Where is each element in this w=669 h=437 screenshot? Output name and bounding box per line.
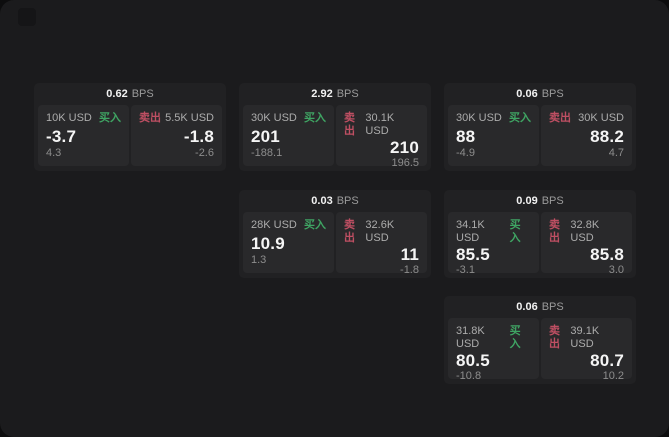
sell-quote-tile[interactable]: 卖出 5.5K USD -1.8 -2.6 (131, 105, 222, 166)
sell-price: 11 (400, 245, 419, 264)
buy-price: 10.9 (251, 233, 285, 253)
buy-price: 85.5 (456, 245, 490, 264)
sell-amount: 32.8K USD (570, 219, 600, 244)
sell-price: 85.8 (590, 245, 624, 264)
buy-amount: 30K USD (251, 112, 297, 124)
quote-body: 30K USD 买入 88 -4.9 卖出 30K USD 88.2 4.7 (444, 105, 636, 171)
bps-header: 0.06 BPS (444, 296, 636, 318)
bps-value: 0.09 (516, 195, 538, 207)
sell-price: 210 (390, 138, 419, 157)
sell-side-label: 卖出 (344, 112, 355, 137)
bps-unit-label: BPS (541, 301, 564, 313)
buy-price: 80.5 (456, 351, 490, 370)
buy-quote-tile[interactable]: 10K USD 买入 -3.7 4.3 (38, 105, 129, 166)
quote-body: 31.8K USD 买入 80.5 -10.8 卖出 39.1K USD 80.… (444, 318, 636, 384)
quote-card: 0.09 BPS 34.1K USD 买入 85.5 -3.1 卖出 32.8K… (444, 190, 636, 278)
sell-side-label: 卖出 (139, 112, 161, 124)
bps-unit-label: BPS (541, 195, 564, 207)
bps-value: 0.06 (516, 88, 538, 100)
buy-side-label: 买入 (509, 325, 521, 350)
quote-card: 0.03 BPS 28K USD 买入 10.9 1.3 卖出 32.6K US… (239, 190, 431, 278)
quote-card: 2.92 BPS 30K USD 买入 201 -188.1 卖出 30.1K … (239, 83, 431, 171)
sell-price: 88.2 (590, 126, 624, 146)
buy-side-label: 买入 (509, 219, 521, 244)
buy-side-label: 买入 (509, 112, 531, 124)
bps-header: 0.09 BPS (444, 190, 636, 212)
sell-side-label: 卖出 (549, 219, 560, 244)
bps-header: 0.03 BPS (239, 190, 431, 212)
sell-side-label: 卖出 (344, 219, 355, 244)
bps-unit-label: BPS (336, 195, 359, 207)
buy-amount: 34.1K USD (456, 219, 485, 244)
buy-price: 88 (456, 126, 476, 146)
buy-price: 201 (251, 126, 280, 146)
sell-amount: 39.1K USD (570, 325, 600, 350)
sell-amount: 5.5K USD (165, 112, 214, 124)
buy-delta: -10.8 (456, 370, 482, 382)
buy-amount: 30K USD (456, 112, 502, 124)
quote-body: 30K USD 买入 201 -188.1 卖出 30.1K USD 210 1… (239, 105, 431, 171)
buy-delta: 4.3 (46, 147, 62, 159)
sell-delta: 196.5 (391, 157, 419, 169)
buy-side-label: 买入 (304, 112, 326, 124)
sell-price: 80.7 (590, 351, 624, 370)
sell-amount: 32.6K USD (365, 219, 395, 244)
quote-card: 0.62 BPS 10K USD 买入 -3.7 4.3 卖出 5.5K USD… (34, 83, 226, 171)
sell-side-label: 卖出 (549, 325, 560, 350)
bps-unit-label: BPS (541, 88, 564, 100)
bps-value: 0.62 (106, 88, 128, 100)
buy-quote-tile[interactable]: 31.8K USD 买入 80.5 -10.8 (448, 318, 539, 382)
sell-delta: 4.7 (608, 147, 624, 159)
quote-body: 10K USD 买入 -3.7 4.3 卖出 5.5K USD -1.8 -2.… (34, 105, 226, 171)
sell-side-label: 卖出 (549, 112, 571, 124)
sell-amount: 30K USD (578, 112, 624, 124)
buy-quote-tile[interactable]: 28K USD 买入 10.9 1.3 (243, 212, 334, 273)
quote-card: 0.06 BPS 31.8K USD 买入 80.5 -10.8 卖出 39.1… (444, 296, 636, 384)
bps-value: 0.03 (311, 195, 333, 207)
buy-quote-tile[interactable]: 30K USD 买入 88 -4.9 (448, 105, 539, 166)
sell-quote-tile[interactable]: 卖出 32.8K USD 85.8 3.0 (541, 212, 632, 276)
sell-delta: 3.0 (608, 264, 624, 276)
bps-header: 0.62 BPS (34, 83, 226, 105)
sell-delta: -2.6 (195, 147, 214, 159)
bps-header: 2.92 BPS (239, 83, 431, 105)
buy-delta: -3.1 (456, 264, 475, 276)
sell-delta: 10.2 (602, 370, 624, 382)
buy-amount: 28K USD (251, 219, 297, 231)
sell-quote-tile[interactable]: 卖出 30K USD 88.2 4.7 (541, 105, 632, 166)
sell-quote-tile[interactable]: 卖出 32.6K USD 11 -1.8 (336, 212, 427, 276)
bps-value: 0.06 (516, 301, 538, 313)
buy-quote-tile[interactable]: 34.1K USD 买入 85.5 -3.1 (448, 212, 539, 276)
sell-delta: -1.8 (400, 264, 419, 276)
sell-quote-tile[interactable]: 卖出 30.1K USD 210 196.5 (336, 105, 427, 169)
app-logo-icon[interactable] (18, 8, 36, 26)
buy-delta: -4.9 (456, 147, 475, 159)
buy-amount: 31.8K USD (456, 325, 485, 350)
buy-amount: 10K USD (46, 112, 92, 124)
quote-body: 34.1K USD 买入 85.5 -3.1 卖出 32.8K USD 85.8… (444, 212, 636, 278)
buy-delta: -188.1 (251, 147, 283, 159)
bps-value: 2.92 (311, 88, 333, 100)
quote-body: 28K USD 买入 10.9 1.3 卖出 32.6K USD 11 -1.8 (239, 212, 431, 278)
bps-header: 0.06 BPS (444, 83, 636, 105)
buy-side-label: 买入 (99, 112, 121, 124)
buy-side-label: 买入 (304, 219, 326, 231)
quote-card: 0.06 BPS 30K USD 买入 88 -4.9 卖出 30K USD 8… (444, 83, 636, 171)
buy-delta: 1.3 (251, 254, 267, 266)
sell-amount: 30.1K USD (365, 112, 395, 137)
bps-unit-label: BPS (131, 88, 154, 100)
sell-price: -1.8 (183, 126, 214, 146)
sell-quote-tile[interactable]: 卖出 39.1K USD 80.7 10.2 (541, 318, 632, 382)
buy-price: -3.7 (46, 126, 77, 146)
bps-unit-label: BPS (336, 88, 359, 100)
buy-quote-tile[interactable]: 30K USD 买入 201 -188.1 (243, 105, 334, 166)
